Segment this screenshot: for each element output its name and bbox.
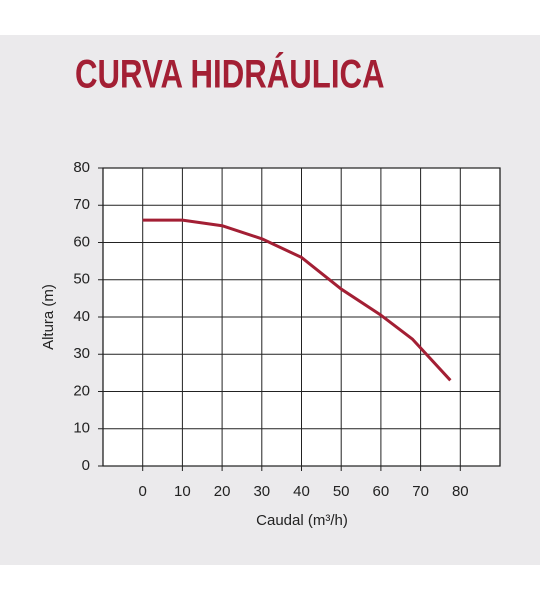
x-tick-label: 70 xyxy=(412,483,429,500)
x-tick-label: 80 xyxy=(452,483,469,500)
data-line xyxy=(142,218,452,382)
y-tick-label: 50 xyxy=(73,271,90,288)
x-tick-label: 30 xyxy=(253,483,270,500)
chart-title: CURVA HIDRÁULICA xyxy=(75,52,385,97)
y-tick-label: 70 xyxy=(73,196,90,213)
x-tick-label: 50 xyxy=(333,483,350,500)
x-tick-label: 40 xyxy=(293,483,310,500)
y-tick-label: 80 xyxy=(73,159,90,176)
x-tick-label: 60 xyxy=(373,483,390,500)
y-tick-label: 20 xyxy=(73,382,90,399)
y-axis-label: Altura (m) xyxy=(40,284,57,350)
y-tick-label: 30 xyxy=(73,345,90,362)
y-tick-label: 0 xyxy=(82,457,90,474)
x-tick-label: 20 xyxy=(214,483,231,500)
y-tick-label: 40 xyxy=(73,308,90,325)
x-axis-label: Caudal (m³/h) xyxy=(256,512,348,529)
y-tick-label: 60 xyxy=(73,233,90,250)
x-tick-label: 10 xyxy=(174,483,191,500)
y-tick-label: 10 xyxy=(73,420,90,437)
x-tick-label: 0 xyxy=(139,483,147,500)
